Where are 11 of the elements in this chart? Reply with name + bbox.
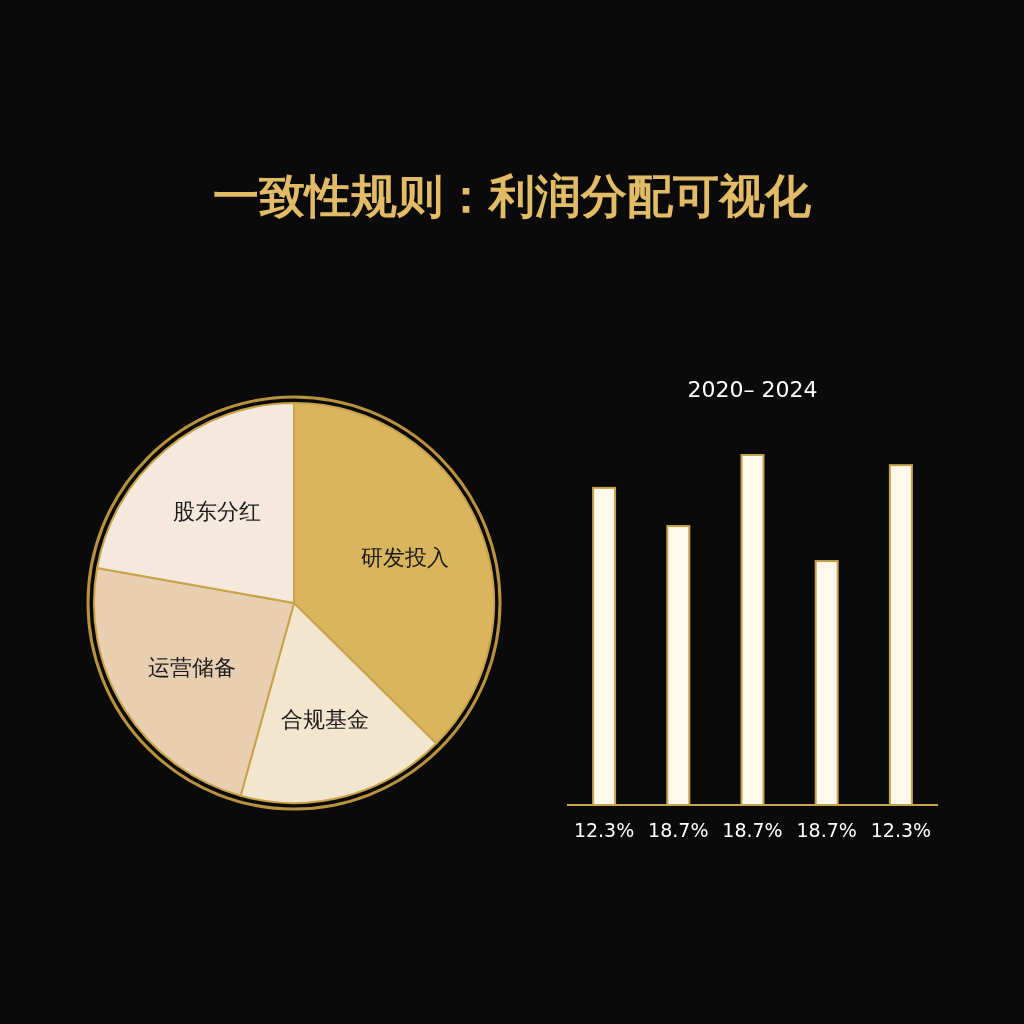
chart-title: 一致性规则：利润分配可视化 xyxy=(213,169,812,223)
slice-label: 运营储备 xyxy=(148,654,237,680)
x-tick-label: 18.7% xyxy=(648,819,709,841)
x-tick-label: 12.3% xyxy=(573,819,635,841)
x-tick-label: 18.7% xyxy=(722,819,783,841)
slice-label: 股东分红 xyxy=(172,499,261,525)
chart-title: 2020– 2024 xyxy=(687,377,818,402)
slice-label: 合规基金 xyxy=(280,706,369,732)
x-tick-label: 18.7% xyxy=(796,819,857,841)
slice-label: 研发投入 xyxy=(360,544,449,570)
x-tick-label: 12.3% xyxy=(870,819,932,841)
